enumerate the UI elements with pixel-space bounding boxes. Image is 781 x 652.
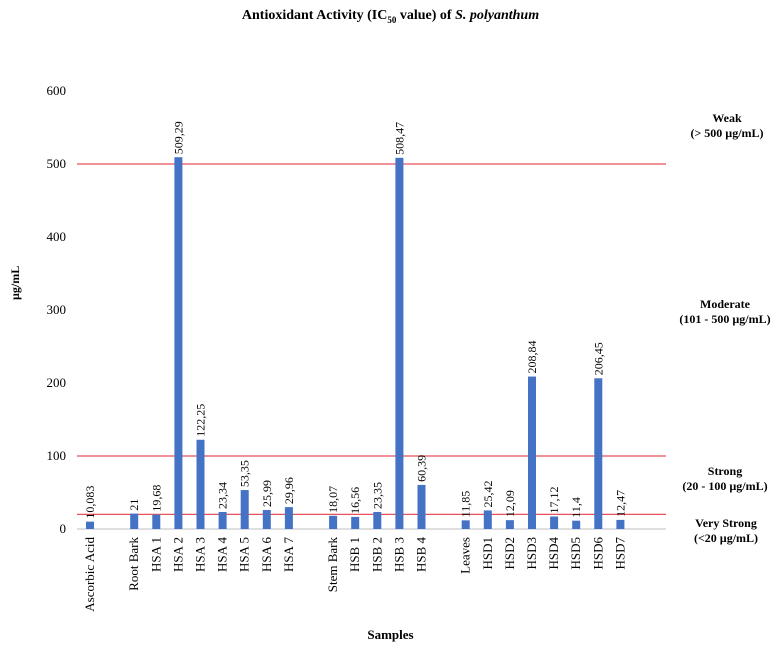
bar [86,521,94,529]
band-moderate-name: Moderate [700,297,750,311]
band-moderate-range: (101 - 500 µg/mL) [679,312,771,326]
chart-title-species: S. polyanthum [455,8,540,23]
chart-title-subscript: 50 [387,14,397,25]
bar-value-label: 16,56 [348,487,362,514]
band-label-moderate: Moderate (101 - 500 µg/mL) [666,297,781,327]
band-very-strong-name: Very Strong [695,516,757,530]
chart-title-middle: value) of [396,8,456,23]
bar-value-label: 60,39 [415,455,429,482]
x-tick-label: HSD5 [568,537,583,570]
y-tick-label: 600 [47,83,67,98]
bar-value-label: 19,68 [149,485,163,512]
bar-value-label: 206,45 [591,342,605,375]
x-tick-label: HSA 4 [215,537,230,573]
bar [528,376,536,529]
bar [196,439,205,529]
bar [329,515,338,529]
x-tick-label: HSA 5 [237,537,252,572]
x-tick-label: HSD1 [480,537,495,570]
x-tick-label: HSA 2 [170,537,185,572]
y-tick-label: 200 [47,375,67,390]
bar [218,511,227,529]
bar-value-label: 53,35 [238,460,252,487]
x-tick-label: HSD3 [524,537,539,570]
x-tick-label: HSB 2 [369,537,384,572]
x-tick-label: Root Bark [126,537,141,591]
band-label-weak: Weak (> 500 µg/mL) [672,111,781,141]
bar-value-label: 508,47 [392,122,406,155]
band-label-very-strong: Very Strong (<20 µg/mL) [670,516,781,546]
x-tick-label: HSA 6 [259,537,274,573]
bar [594,378,603,529]
bar [483,510,492,529]
x-tick-label: HSB 1 [347,537,362,572]
band-weak-name: Weak [712,111,742,125]
x-tick-label: HSD7 [612,537,627,570]
band-strong-range: (20 - 100 µg/mL) [682,479,768,493]
bar-value-label: 29,96 [282,477,296,504]
bar [351,516,360,529]
y-tick-label: 400 [47,229,67,244]
y-tick-label: 100 [47,448,67,463]
x-tick-label: HSA 1 [148,537,163,572]
bar-value-label: 18,07 [326,486,340,513]
bar-value-label: 12,09 [503,490,517,517]
bar [373,511,382,529]
x-tick-label: Ascorbic Acid [82,537,97,612]
bar [174,157,183,529]
band-label-strong: Strong (20 - 100 µg/mL) [666,464,781,494]
chart-title: Antioxidant Activity (IC50 value) of S. … [0,8,781,25]
bar-value-label: 208,84 [525,341,539,374]
x-tick-label: HSD4 [546,537,561,570]
bar [284,507,293,529]
bar-value-label: 122,25 [194,404,208,437]
band-weak-range: (> 500 µg/mL) [690,126,764,140]
bar [461,520,470,529]
bar [262,510,271,529]
x-tick-label: Stem Bark [325,537,340,593]
bar [505,520,514,529]
y-axis-title: µg/mL [8,265,22,300]
x-tick-label: HSB 3 [391,537,406,572]
x-tick-label: Leaves [458,537,473,574]
bar-value-label: 11,85 [459,491,473,518]
bar-value-label: 21 [127,499,141,511]
bar [130,513,139,529]
bar-value-label: 25,42 [481,480,495,507]
bar-value-label: 10,083 [83,486,97,519]
bar-value-label: 25,99 [260,480,274,507]
x-tick-label: HSA 3 [193,537,208,572]
x-tick-label: HSD2 [502,537,517,570]
bar-value-label: 17,12 [547,487,561,514]
bar [395,157,404,529]
bar [240,490,249,529]
bar [616,519,625,529]
x-tick-label: HSD6 [590,537,605,570]
bar-value-label: 509,29 [171,121,185,154]
chart-title-prefix: Antioxidant Activity (IC [241,8,388,23]
bar [152,514,161,529]
bar-value-label: 12,47 [613,490,627,517]
bar [550,516,559,529]
bar-value-label: 23,34 [216,482,230,509]
y-tick-label: 500 [47,156,67,171]
x-tick-label: HSA 7 [281,537,296,573]
bar-value-label: 23,35 [370,482,384,509]
band-very-strong-range: (<20 µg/mL) [693,531,759,545]
band-strong-name: Strong [707,464,743,478]
y-tick-label: 300 [47,302,67,317]
x-axis-title: Samples [367,627,414,642]
x-tick-label: HSB 4 [414,537,429,573]
bar [417,484,426,529]
bar [572,520,581,529]
y-tick-label: 0 [60,521,67,536]
bar-value-label: 11,4 [569,497,583,518]
